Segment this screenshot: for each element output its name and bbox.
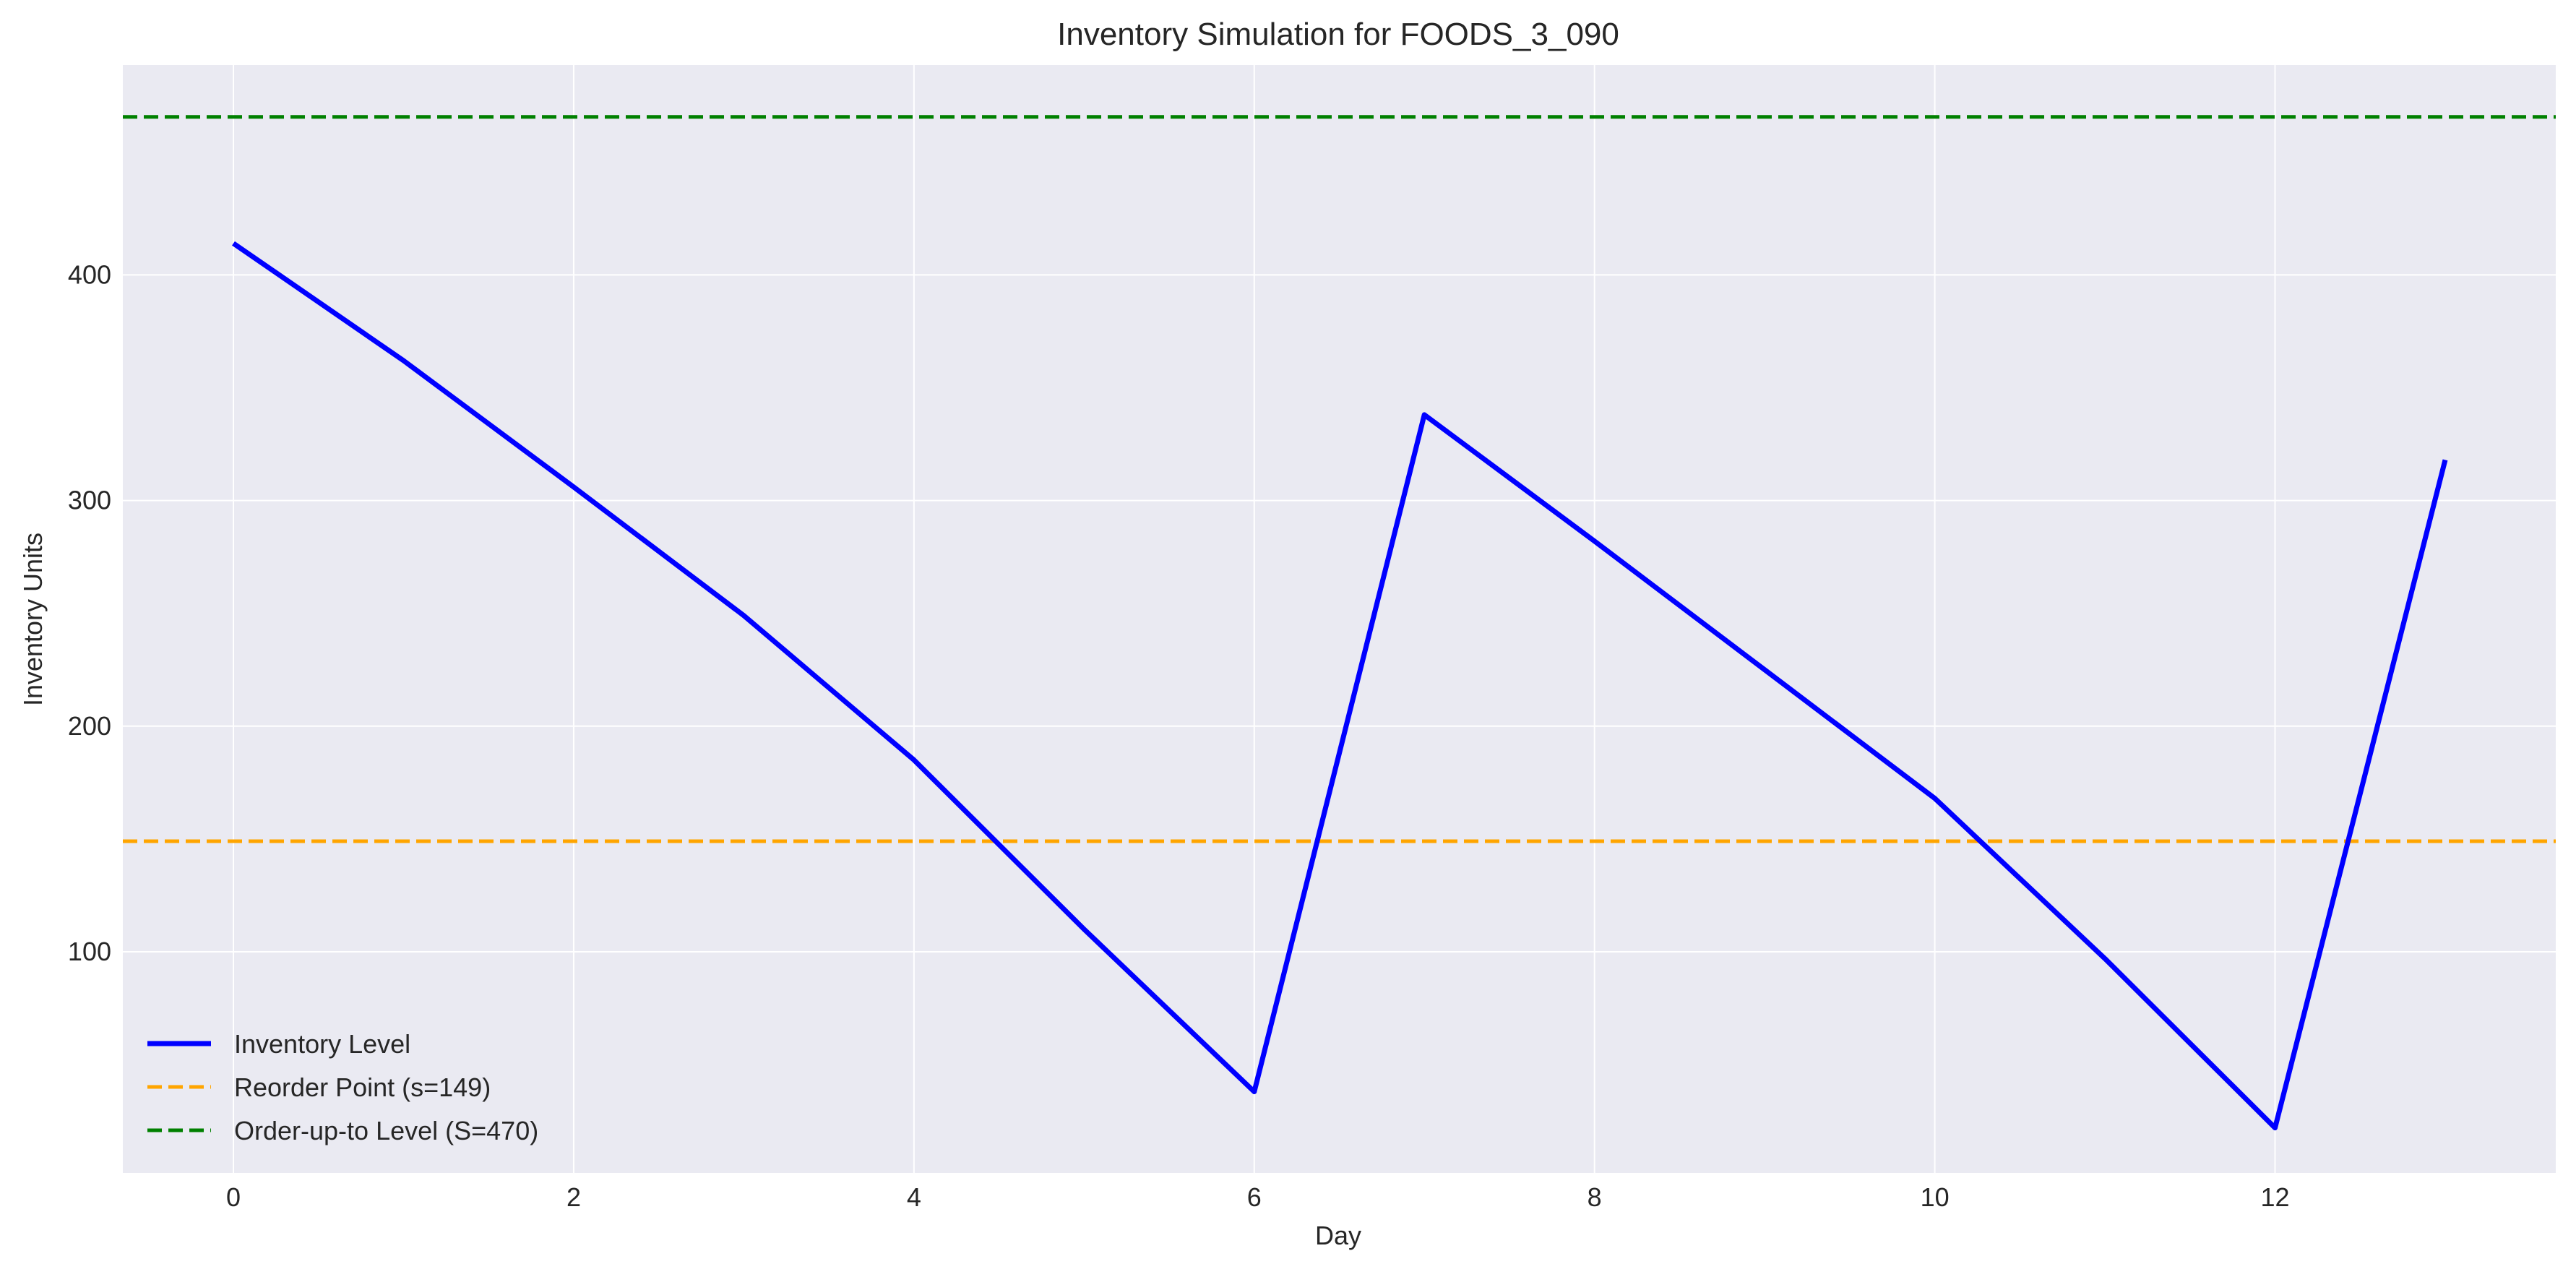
chart-title: Inventory Simulation for FOODS_3_090 [1057, 17, 1619, 52]
y-tick-label: 100 [68, 937, 111, 966]
grid-lines [123, 65, 2556, 1173]
y-tick-labels: 100 200 300 400 [68, 259, 111, 966]
legend-label-inventory-level: Inventory Level [234, 1029, 410, 1059]
y-tick-label: 200 [68, 711, 111, 741]
y-axis-label: Inventory Units [18, 533, 48, 706]
x-tick-label: 0 [226, 1182, 241, 1212]
x-tick-label: 12 [2260, 1182, 2289, 1212]
legend: Inventory Level Reorder Point (s=149) Or… [147, 1029, 538, 1145]
x-tick-label: 2 [567, 1182, 581, 1212]
series-lines [232, 241, 2448, 1131]
x-tick-label: 4 [907, 1182, 921, 1212]
reference-lines [123, 115, 2556, 843]
x-tick-label: 8 [1588, 1182, 1602, 1212]
plot-area [123, 65, 2556, 1173]
legend-label-order-up-to-level: Order-up-to Level (S=470) [234, 1116, 538, 1145]
y-tick-label: 300 [68, 486, 111, 515]
y-tick-label: 400 [68, 259, 111, 289]
x-axis-label: Day [1315, 1221, 1361, 1250]
x-tick-labels: 0 2 4 6 8 10 12 [226, 1182, 2289, 1212]
x-tick-label: 6 [1247, 1182, 1262, 1212]
legend-label-reorder-point: Reorder Point (s=149) [234, 1072, 491, 1102]
inventory-level-series-line [232, 241, 2448, 1131]
x-tick-label: 10 [1921, 1182, 1950, 1212]
